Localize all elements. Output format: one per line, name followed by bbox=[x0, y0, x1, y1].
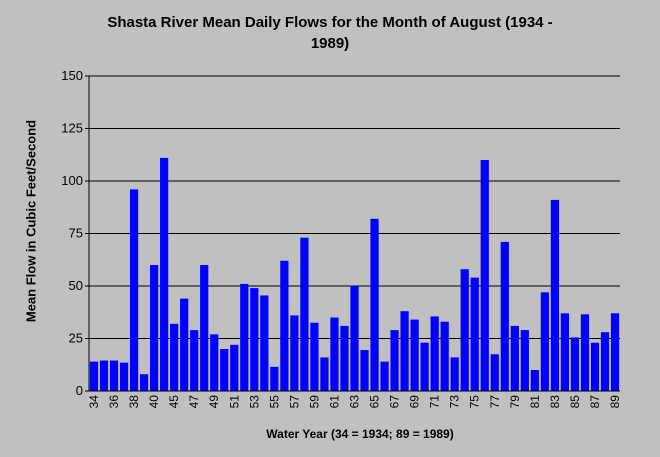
bar bbox=[290, 315, 299, 391]
bar bbox=[230, 344, 239, 391]
bar bbox=[250, 288, 259, 391]
bar bbox=[370, 218, 379, 391]
x-tick-label: 59 bbox=[307, 395, 321, 409]
bar bbox=[410, 319, 419, 391]
x-tick-label: 89 bbox=[608, 395, 622, 409]
x-tick-label: 49 bbox=[207, 395, 221, 409]
x-tick-label: 55 bbox=[267, 395, 281, 409]
chart-title-line-1: Shasta River Mean Daily Flows for the Mo… bbox=[107, 14, 553, 31]
bar bbox=[560, 313, 570, 391]
x-tick-label: 69 bbox=[408, 395, 422, 409]
bar bbox=[240, 283, 249, 391]
bar bbox=[430, 316, 439, 391]
x-tick-label: 73 bbox=[448, 395, 462, 409]
bar bbox=[200, 265, 209, 391]
x-tick-label: 67 bbox=[388, 395, 402, 409]
x-tick-label: 65 bbox=[368, 395, 382, 409]
bar bbox=[210, 334, 219, 391]
x-tick-label: 61 bbox=[327, 395, 341, 409]
bar bbox=[109, 360, 119, 391]
bar bbox=[139, 374, 149, 391]
x-tick-label: 75 bbox=[468, 395, 482, 409]
x-tick-label: 47 bbox=[187, 395, 201, 409]
bar bbox=[520, 330, 529, 391]
bar bbox=[400, 311, 409, 391]
bar bbox=[129, 189, 139, 391]
x-tick-label: 51 bbox=[227, 395, 241, 409]
x-tick-label: 87 bbox=[588, 395, 602, 409]
bar bbox=[490, 354, 499, 391]
bar bbox=[450, 357, 459, 391]
x-axis-label: Water Year (34 = 1934; 89 = 1989) bbox=[266, 427, 454, 441]
bar bbox=[360, 350, 369, 391]
x-tick-label: 85 bbox=[568, 395, 582, 409]
y-tick-label: 150 bbox=[61, 68, 83, 83]
bar bbox=[89, 361, 99, 391]
bar bbox=[220, 349, 229, 391]
bar bbox=[460, 269, 469, 391]
bar bbox=[350, 286, 359, 391]
bar bbox=[580, 314, 590, 391]
bar bbox=[180, 298, 189, 391]
x-tick-labels: 34 36 38 40 45 47 49 51 53 55 57 59 61 63 65 67 69 71 73 75… bbox=[87, 395, 622, 409]
bar bbox=[540, 292, 549, 391]
x-tick-label: 34 bbox=[87, 395, 101, 409]
bar bbox=[260, 295, 269, 391]
x-tick-label: 79 bbox=[508, 395, 522, 409]
bar bbox=[530, 370, 539, 391]
chart-title-line-2: 1989) bbox=[310, 35, 350, 52]
y-tick-label: 100 bbox=[61, 173, 83, 188]
bar bbox=[470, 277, 479, 391]
y-tick-label: 0 bbox=[76, 383, 83, 398]
bar bbox=[160, 157, 169, 391]
bar bbox=[500, 241, 509, 391]
bar bbox=[170, 323, 179, 391]
axes bbox=[85, 75, 620, 392]
bar bbox=[480, 160, 489, 391]
bar bbox=[600, 332, 610, 391]
x-tick-label: 38 bbox=[127, 395, 141, 409]
bar bbox=[310, 322, 319, 391]
bar bbox=[590, 342, 600, 391]
bar bbox=[340, 325, 349, 391]
x-tick-label: 81 bbox=[528, 395, 542, 409]
chart-title: Shasta River Mean Daily Flows for the Mo… bbox=[0, 12, 660, 54]
y-tick-labels: 0 25 50 75 100 125 150 bbox=[61, 68, 83, 398]
bar bbox=[150, 265, 159, 391]
x-tick-label: 53 bbox=[247, 395, 261, 409]
x-tick-label: 45 bbox=[167, 395, 181, 409]
bar bbox=[280, 260, 289, 391]
bar bbox=[119, 362, 129, 391]
bar bbox=[190, 330, 199, 391]
bar bbox=[270, 366, 279, 391]
bar bbox=[380, 361, 389, 391]
x-tick-label: 83 bbox=[548, 395, 562, 409]
y-tick-label: 50 bbox=[69, 278, 83, 293]
x-tick-label: 77 bbox=[488, 395, 502, 409]
bar bbox=[420, 342, 429, 391]
bar bbox=[510, 325, 519, 391]
bars bbox=[89, 157, 620, 391]
y-tick-label: 125 bbox=[61, 121, 83, 136]
y-tick-label: 25 bbox=[69, 331, 83, 346]
bar bbox=[390, 330, 399, 391]
x-tick-label: 40 bbox=[147, 395, 161, 409]
x-tick-label: 57 bbox=[287, 395, 301, 409]
bar bbox=[330, 317, 339, 391]
y-axis-label: Mean Flow in Cubic Feet/Second bbox=[23, 119, 39, 323]
bar bbox=[320, 357, 329, 391]
x-tick-label: 71 bbox=[428, 395, 442, 409]
x-tick-label: 63 bbox=[348, 395, 362, 409]
bar bbox=[99, 360, 109, 391]
y-tick-label: 75 bbox=[69, 226, 83, 241]
bar bbox=[300, 237, 309, 391]
bar bbox=[570, 337, 580, 391]
bar bbox=[610, 313, 620, 391]
x-tick-label: 36 bbox=[107, 395, 121, 409]
bar bbox=[440, 321, 449, 391]
bar bbox=[550, 199, 559, 391]
